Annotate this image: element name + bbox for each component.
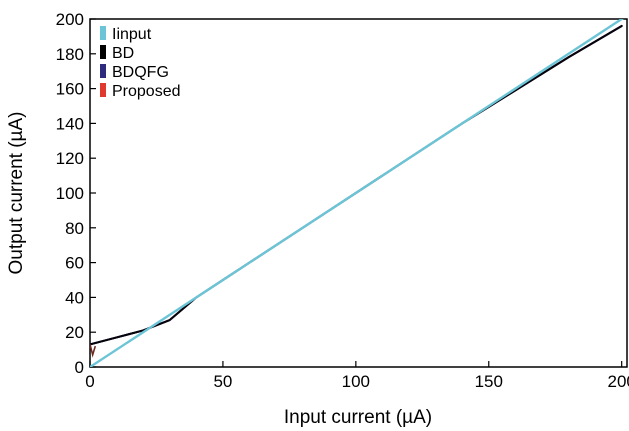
legend-swatch xyxy=(100,26,106,40)
y-axis-label: Output current (µA) xyxy=(6,111,27,274)
legend-label: BD xyxy=(112,45,134,62)
y-tick-label: 60 xyxy=(65,254,84,273)
y-tick-label: 0 xyxy=(75,358,84,377)
y-tick-label: 140 xyxy=(56,114,84,133)
legend-label: Iinput xyxy=(112,26,152,43)
x-tick-label: 50 xyxy=(213,372,232,391)
y-tick-label: 120 xyxy=(56,149,84,168)
y-tick-label: 180 xyxy=(56,45,84,64)
y-tick-label: 100 xyxy=(56,184,84,203)
legend-swatch xyxy=(100,83,106,97)
y-tick-label: 200 xyxy=(56,10,84,29)
legend-swatch xyxy=(100,64,106,78)
x-tick-label: 100 xyxy=(342,372,370,391)
y-tick-label: 40 xyxy=(65,288,84,307)
y-axis: 0 20 40 60 80 100 120 140 160 180 200 xyxy=(56,10,96,377)
legend: Iinput BD BDQFG Proposed xyxy=(100,26,181,100)
y-tick-label: 20 xyxy=(65,323,84,342)
x-tick-label: 150 xyxy=(475,372,503,391)
series-line-iinput xyxy=(90,19,624,367)
y-tick-label: 160 xyxy=(56,80,84,99)
legend-label: Proposed xyxy=(112,83,181,100)
x-axis-label: Input current (µA) xyxy=(284,407,432,428)
x-tick-label: 200 xyxy=(607,372,629,391)
series-line-bd xyxy=(90,24,623,346)
legend-swatch xyxy=(100,45,106,59)
series-layer xyxy=(90,19,624,367)
legend-label: BDQFG xyxy=(112,64,169,81)
y-tick-label: 80 xyxy=(65,219,84,238)
x-axis: 0 50 100 150 200 xyxy=(85,361,629,391)
x-tick-label: 0 xyxy=(85,372,94,391)
series-line-start-detail xyxy=(90,344,97,358)
